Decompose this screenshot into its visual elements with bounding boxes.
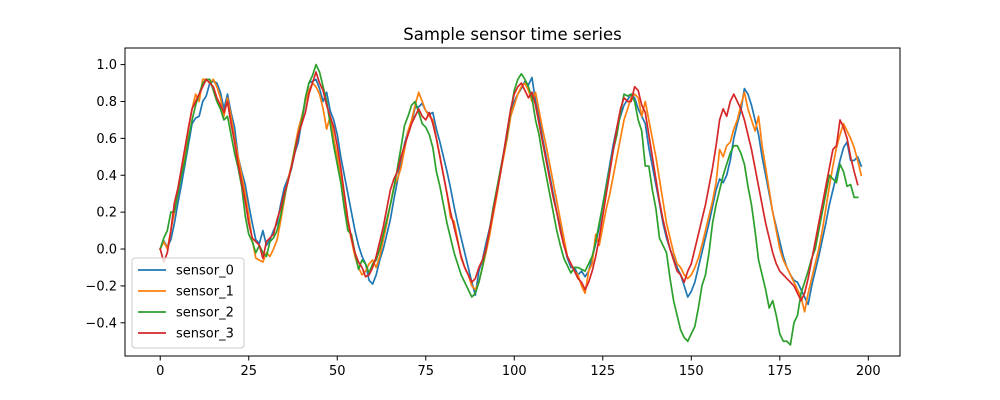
x-tick-label: 150 [679, 364, 704, 379]
plot-frame [124, 47, 901, 357]
legend-label: sensor_2 [176, 306, 234, 321]
legend-box [131, 257, 245, 349]
x-tick-label: 0 [156, 364, 164, 379]
legend-label: sensor_1 [176, 285, 234, 300]
series-line-sensor-3 [159, 71, 859, 302]
x-tick-label: 50 [329, 364, 346, 379]
x-tick-label: 25 [240, 364, 257, 379]
x-tick-label: 175 [767, 364, 792, 379]
legend-label: sensor_0 [176, 264, 234, 279]
x-tick-label: 75 [417, 364, 434, 379]
x-tick-label: 125 [590, 364, 615, 379]
y-tick-label: −0.2 [85, 279, 117, 294]
y-tick-label: −0.4 [85, 316, 117, 331]
y-tick-label: 0.2 [96, 206, 117, 221]
plot-area [159, 63, 863, 346]
legend-label: sensor_3 [176, 327, 234, 342]
y-tick-label: 0.6 [96, 132, 117, 147]
y-tick-label: 0.0 [96, 243, 117, 258]
y-tick-label: 1.0 [96, 58, 117, 73]
y-tick-label: 0.4 [96, 169, 117, 184]
x-tick-label: 100 [502, 364, 527, 379]
y-tick-label: 0.8 [96, 95, 117, 110]
legend: sensor_0 sensor_1 sensor_2 sensor_3 [131, 257, 245, 349]
x-tick-label: 200 [856, 364, 881, 379]
y-axis: −0.4 −0.2 0.0 0.2 0.4 0.6 0.8 1.0 [85, 58, 125, 331]
chart-title: Sample sensor time series [403, 25, 621, 44]
series-layer [159, 63, 863, 346]
x-axis: 0 25 50 75 100 125 150 175 200 [156, 356, 881, 379]
